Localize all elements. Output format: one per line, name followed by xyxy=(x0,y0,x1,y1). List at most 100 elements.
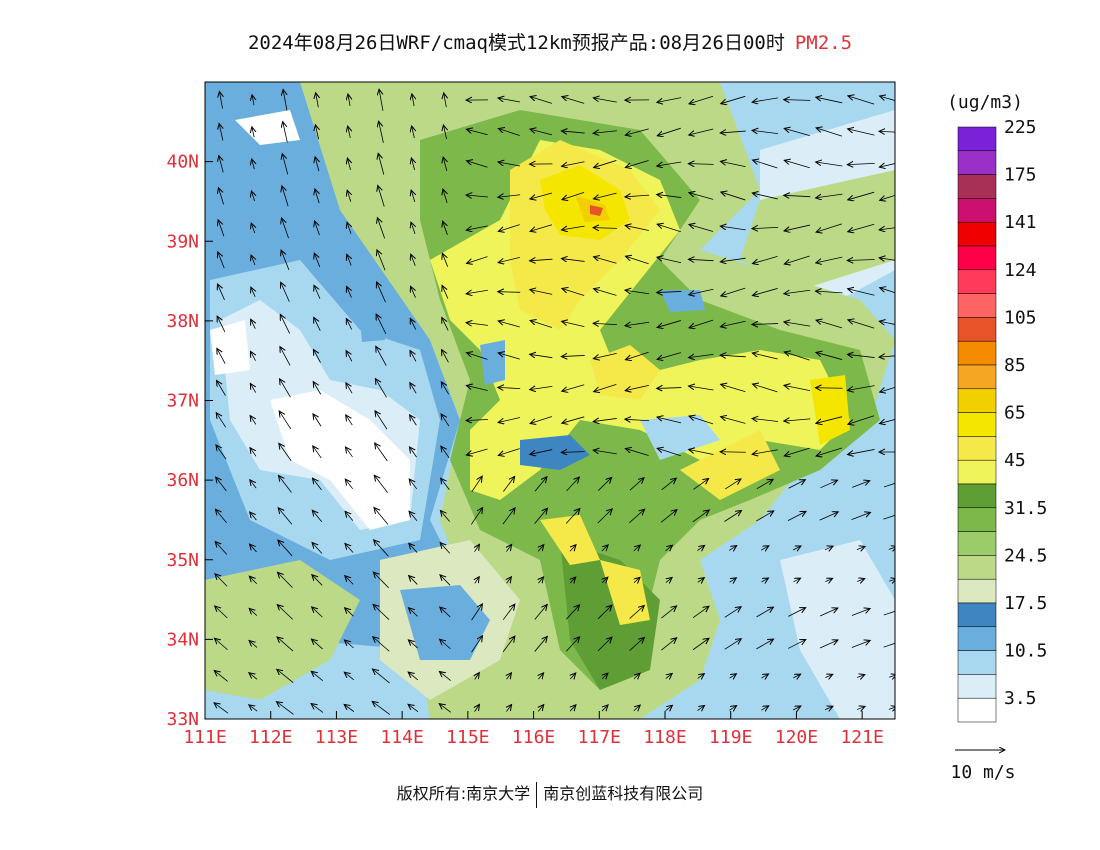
wind-arrow xyxy=(852,481,870,488)
wind-arrow xyxy=(215,542,228,555)
x-tick-label: 121E xyxy=(840,727,883,748)
wind-arrow xyxy=(752,193,778,200)
wind-arrow xyxy=(507,577,512,583)
wind-arrow xyxy=(752,255,778,263)
wind-arrow xyxy=(374,508,389,525)
wind-arrow xyxy=(345,511,354,521)
wind-arrow xyxy=(720,226,746,231)
wind-arrow xyxy=(593,418,617,421)
wind-arrow xyxy=(530,259,553,261)
wind-arrow xyxy=(565,509,580,524)
wind-arrow xyxy=(601,705,608,711)
wind-arrow xyxy=(857,675,865,678)
wind-arrow xyxy=(625,322,650,325)
wind-arrow xyxy=(498,162,521,167)
wind-arrow xyxy=(347,222,351,234)
title-species: PM2.5 xyxy=(794,32,853,54)
wind-arrow xyxy=(530,386,553,389)
wind-arrow xyxy=(847,260,875,261)
wind-arrow xyxy=(570,673,576,679)
wind-arrow xyxy=(498,387,521,388)
wind-arrow xyxy=(498,321,520,328)
wind-arrow xyxy=(753,384,778,393)
wind-arrow xyxy=(689,449,714,455)
wind-arrow xyxy=(534,636,548,652)
wind-arrow xyxy=(440,575,451,586)
wind-arrow xyxy=(498,224,520,232)
wind-arrow xyxy=(498,417,521,423)
wind-arrow xyxy=(538,673,543,679)
wind-arrow xyxy=(443,125,446,140)
wind-arrow xyxy=(819,608,838,617)
wind-arrow xyxy=(218,252,225,269)
footer-right: 南京创蓝科技有限公司 xyxy=(543,784,704,803)
legend-label: 141 xyxy=(1004,212,1037,233)
wind-arrow xyxy=(215,574,228,587)
wind-arrow xyxy=(661,638,676,651)
wind-arrow xyxy=(217,316,226,332)
wind-arrow xyxy=(625,449,649,456)
legend-unit: (ug/m3) xyxy=(947,92,1023,113)
wind-arrow xyxy=(848,223,875,231)
wind-arrow xyxy=(345,608,354,617)
wind-arrow xyxy=(506,705,511,712)
wind-arrow xyxy=(282,186,289,207)
wind-arrow xyxy=(848,96,875,105)
wind-arrow xyxy=(729,578,737,582)
legend-label: 17.5 xyxy=(1004,593,1047,614)
wind-arrow xyxy=(345,576,354,585)
wind-arrow xyxy=(848,415,875,424)
wind-arrow xyxy=(279,443,292,461)
wind-arrow xyxy=(346,447,353,458)
wind-arrow xyxy=(848,289,875,296)
wind-arrow xyxy=(502,508,515,525)
wind-arrow xyxy=(409,543,418,553)
wind-arrow xyxy=(816,291,843,293)
wind-arrow xyxy=(883,610,895,616)
wind-arrow xyxy=(720,355,746,357)
wind-arrow xyxy=(629,637,645,651)
wind-arrow xyxy=(280,314,291,334)
wind-arrow xyxy=(756,479,773,490)
wind-arrow xyxy=(277,669,294,684)
wind-arrow xyxy=(561,131,585,133)
wind-arrow xyxy=(251,223,254,234)
legend-label: 10.5 xyxy=(1004,641,1047,662)
wind-arrow xyxy=(249,705,258,712)
wind-arrow xyxy=(538,577,543,583)
y-tick-label: 36N xyxy=(166,470,199,491)
wind-arrow xyxy=(562,321,585,328)
wind-arrow xyxy=(880,194,895,201)
wind-arrow xyxy=(345,479,353,490)
wind-arrow xyxy=(666,577,672,582)
wind-arrow xyxy=(657,448,681,457)
wind-arrow xyxy=(498,292,521,293)
wind-arrow xyxy=(761,578,769,582)
wind-arrow xyxy=(312,510,323,522)
wind-arrow xyxy=(593,98,617,103)
wind-arrow xyxy=(534,477,547,492)
x-tick-label: 114E xyxy=(380,727,423,748)
legend-swatch xyxy=(957,198,997,223)
wind-arrow xyxy=(597,637,612,652)
wind-arrow xyxy=(216,445,227,460)
legend-swatch xyxy=(957,364,997,390)
wind-arrow xyxy=(816,256,843,263)
wind-arrow xyxy=(784,255,810,264)
legend-swatch xyxy=(957,436,997,461)
wind-arrow xyxy=(346,415,353,426)
wind-arrow xyxy=(692,638,709,651)
wind-arrow xyxy=(409,447,417,458)
wind-arrow xyxy=(346,319,353,330)
wind-arrow xyxy=(280,347,291,366)
wind-arrow xyxy=(530,320,553,328)
wind-arrow xyxy=(466,419,488,420)
wind-arrow xyxy=(688,259,714,260)
wind-arrow xyxy=(562,384,585,391)
wind-arrow xyxy=(283,89,287,111)
title-main: 2024年08月26日WRF/cmaq模式12km预报产品:08月26日00时 xyxy=(247,32,785,54)
wind-arrow xyxy=(410,286,415,298)
wind-arrow xyxy=(467,256,488,264)
wind-arrow xyxy=(629,478,644,491)
wind-arrow xyxy=(410,318,417,330)
